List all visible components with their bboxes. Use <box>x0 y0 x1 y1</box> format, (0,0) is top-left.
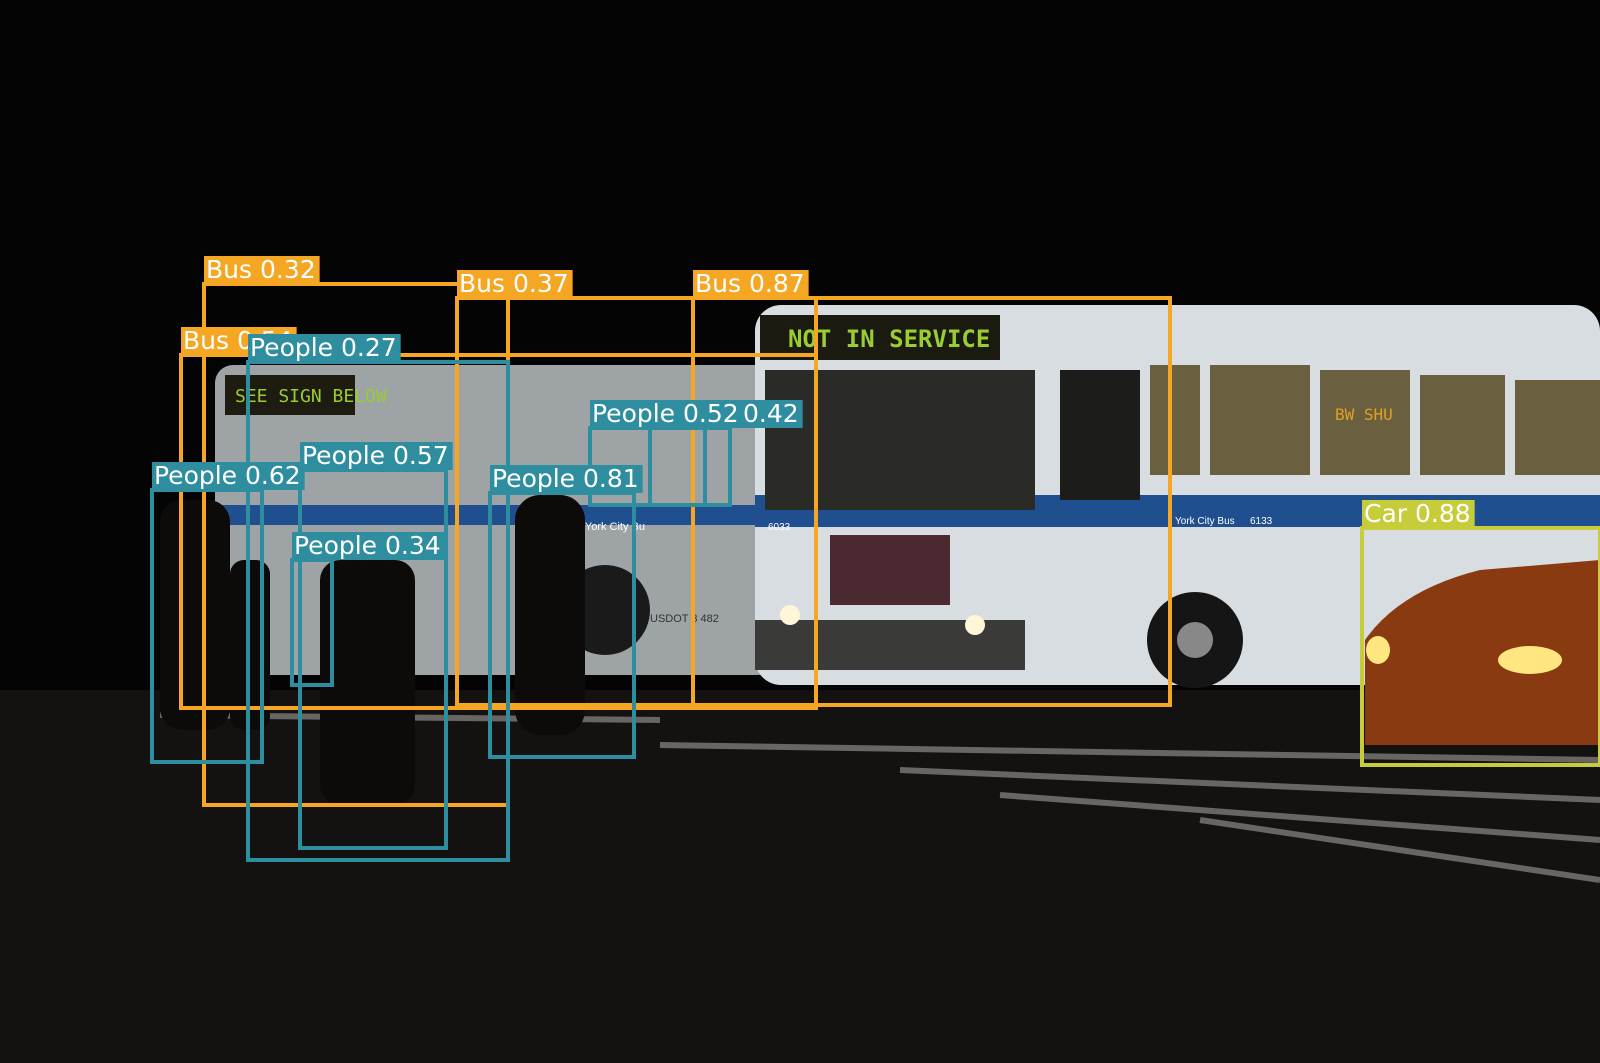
detection-label-background <box>152 462 305 490</box>
main-bus: NOT IN SERVICE BW SHU York City Bus 6133… <box>755 305 1600 688</box>
pedestrians <box>160 495 585 805</box>
detection-label-background <box>590 400 743 428</box>
detection-label: People 0.52 <box>592 399 739 428</box>
detection-label-background <box>300 442 453 470</box>
detection-label-background <box>693 270 809 298</box>
main-bus-sign: NOT IN SERVICE <box>788 325 990 353</box>
detection-box <box>246 360 510 862</box>
detection-box <box>179 353 818 710</box>
detection-box <box>455 296 818 707</box>
detection-label: Bus 0.37 <box>459 269 569 298</box>
detection-label-background <box>1362 500 1475 528</box>
detection-car: Car 0.88 <box>1360 499 1600 767</box>
detection-label-background <box>490 465 643 493</box>
detection-label-background <box>292 532 445 560</box>
detection-people: People 0.62 <box>150 461 305 764</box>
detection-label: Bus 0.87 <box>695 269 805 298</box>
detection-label: People 0.57 <box>302 441 449 470</box>
rear-bus-usdot: USDOT 3 482 <box>650 613 719 625</box>
detection-box <box>648 426 732 507</box>
taxi-car <box>1365 560 1600 745</box>
detection-bus: Bus 0.87 <box>691 269 1172 707</box>
detection-people: People 0.52 <box>588 399 743 507</box>
detection-label-background <box>457 270 573 298</box>
crosswalk-markings <box>159 712 1600 883</box>
detection-label: People 0.62 <box>154 461 301 490</box>
detection-label-background <box>248 334 401 362</box>
road <box>0 690 1600 1063</box>
detection-box <box>488 491 636 759</box>
main-bus-fleet-number: 6133 <box>1250 516 1273 527</box>
detection-box <box>150 488 264 764</box>
detection-label: Car 0.88 <box>1364 499 1471 528</box>
detection-bus: Bus 0.32 <box>202 255 510 807</box>
detection-people: People 0.57 <box>298 441 453 850</box>
detection-people: People 0.27 <box>246 333 510 862</box>
detection-bus: Bus 0.54 <box>179 326 818 710</box>
rear-bus-sign: SEE SIGN BELOW <box>235 386 387 407</box>
main-bus-side-sign: BW SHU <box>1335 405 1393 424</box>
detection-label: People 0.27 <box>250 333 397 362</box>
detection-people: People 0.81 <box>488 464 643 759</box>
main-bus-front-number: 6033 <box>768 522 791 533</box>
main-bus-fleet-text: York City Bus <box>1175 516 1235 527</box>
detection-label: People 0.34 <box>294 531 441 560</box>
detection-box <box>1360 526 1600 767</box>
detection-people: People 0.34 <box>290 531 445 687</box>
detection-label: People 0.81 <box>492 464 639 493</box>
detection-label: Bus 0.32 <box>206 255 316 284</box>
detection-label-background <box>204 256 320 284</box>
detection-box <box>298 468 448 850</box>
detection-box <box>691 296 1172 707</box>
